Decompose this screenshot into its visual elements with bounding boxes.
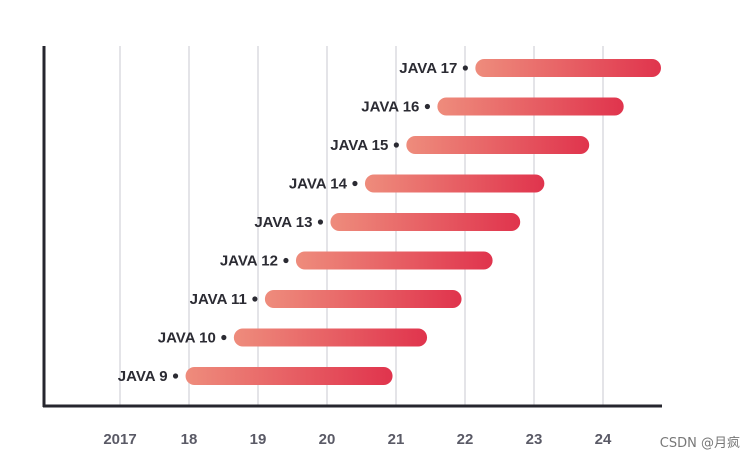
x-tick-label: 22: [457, 431, 474, 448]
x-tick-label: 18: [181, 431, 198, 448]
release-dot: [221, 334, 227, 341]
release-dot: [352, 180, 358, 187]
x-tick-label: 19: [250, 431, 267, 448]
release-bar: [437, 97, 624, 116]
release-dot: [283, 257, 289, 264]
release-bar: [406, 136, 590, 154]
release-bar: [475, 59, 661, 77]
release-label: JAVA 9: [118, 368, 168, 385]
watermark-text: CSDN @月疯: [660, 435, 740, 451]
release-dot: [393, 142, 399, 148]
x-tick-label: 23: [526, 431, 543, 448]
release-bars: [185, 59, 661, 385]
release-bar: [264, 290, 462, 308]
release-label: JAVA 11: [190, 291, 247, 308]
x-tick-label: 2017: [103, 431, 136, 448]
release-label: JAVA 13: [254, 214, 312, 231]
release-label: JAVA 14: [289, 176, 348, 193]
x-tick-label: 20: [319, 431, 336, 448]
release-dot: [424, 103, 430, 110]
release-label: JAVA 16: [361, 99, 419, 116]
release-dot: [172, 373, 179, 379]
release-label: JAVA 15: [330, 137, 388, 154]
release-bar: [364, 174, 545, 193]
release-dot: [317, 219, 324, 225]
release-bar: [233, 328, 428, 347]
release-bar: [185, 367, 393, 385]
release-bar: [295, 251, 493, 270]
release-label: JAVA 17: [399, 60, 457, 77]
release-dot: [462, 65, 468, 71]
x-axis-ticks: 2017 18 19 20 21 22 23 24: [103, 431, 612, 448]
release-label: JAVA 12: [220, 253, 278, 270]
x-tick-label: 24: [595, 431, 612, 448]
release-dot: [252, 296, 258, 302]
release-label: JAVA 10: [158, 330, 216, 347]
release-labels: JAVA 9 JAVA 10 JAVA 11 JAVA 12 JAVA 13 JAVA 1…: [118, 60, 468, 385]
release-bar: [330, 213, 521, 231]
x-tick-label: 21: [388, 431, 405, 448]
